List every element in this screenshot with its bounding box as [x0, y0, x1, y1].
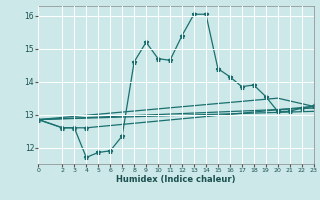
X-axis label: Humidex (Indice chaleur): Humidex (Indice chaleur) [116, 175, 236, 184]
